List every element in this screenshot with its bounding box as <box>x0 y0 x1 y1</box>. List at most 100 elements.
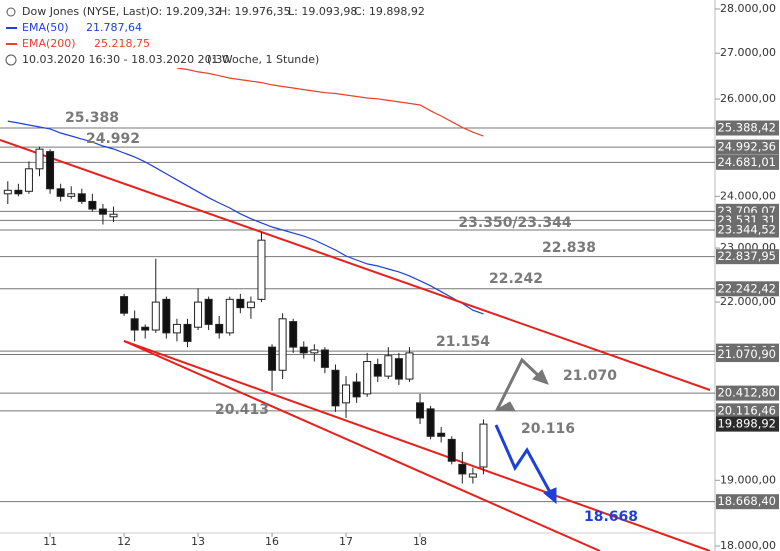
candle-body <box>46 151 55 190</box>
annotation: 21.154 <box>436 334 490 350</box>
candle-body <box>289 321 298 348</box>
x-tick-label: 16 <box>265 535 279 548</box>
annotation: 20.413 <box>215 402 269 418</box>
candle-body <box>426 408 435 437</box>
level-label-box <box>716 249 779 265</box>
level-label-box <box>716 120 779 136</box>
candle-body <box>172 323 181 334</box>
candle-body <box>373 363 382 377</box>
annotation: 20.116 <box>521 421 575 437</box>
candle-body <box>14 189 23 195</box>
legend-value: 25.218,75 <box>94 37 150 50</box>
icon <box>6 7 16 17</box>
level-label: 24.681,01 <box>717 155 776 169</box>
candle-body <box>320 349 329 368</box>
candle-body <box>342 384 351 404</box>
annotation: 24.992 <box>86 131 140 147</box>
candle-body <box>35 148 44 170</box>
candle-body <box>458 463 467 475</box>
x-tick-label: 13 <box>191 535 205 548</box>
level-label: 20.412,80 <box>717 386 776 400</box>
y-tick-label: 18.000,00 <box>720 539 776 551</box>
annotation: 25.388 <box>65 110 119 126</box>
candle-body <box>67 193 76 197</box>
candle-body <box>98 208 107 215</box>
candle-body <box>141 326 150 331</box>
level-label-box <box>716 222 779 238</box>
candle-body <box>363 361 372 395</box>
trend-lines <box>0 139 711 551</box>
candle-body <box>56 188 65 197</box>
last-price-box <box>716 416 779 432</box>
candle-body <box>257 239 266 300</box>
level-label: 24.992,36 <box>717 140 776 154</box>
level-label: 21.070,90 <box>717 347 776 361</box>
annotation: 22.242 <box>489 271 543 287</box>
legend-name: EMA(50) <box>22 21 69 34</box>
trend-line <box>123 340 711 551</box>
arrowhead <box>532 369 549 385</box>
level-label-box <box>716 281 779 297</box>
candle-body <box>204 298 213 325</box>
level-label-box <box>716 385 779 401</box>
candle-body <box>109 213 118 218</box>
candle-body <box>77 193 86 202</box>
last-price-label: 19.898,92 <box>717 417 776 431</box>
y-tick-label: 19.000,00 <box>720 473 776 486</box>
level-label-box <box>716 154 779 170</box>
y-tick-label: 22.000,00 <box>720 295 776 308</box>
candle-body <box>479 423 488 468</box>
legend-box <box>0 0 420 68</box>
x-tick-label: 11 <box>43 535 57 548</box>
level-label-box <box>716 139 779 155</box>
level-label: 25.388,42 <box>717 120 776 134</box>
candle-body <box>162 298 171 334</box>
level-label: 18.668,40 <box>717 494 776 508</box>
candle-body <box>405 352 414 380</box>
annotation: 21.070 <box>563 368 617 384</box>
date-range: 10.03.2020 16:30 - 18.03.2020 20:30 <box>22 53 229 66</box>
candle-body <box>24 168 33 192</box>
candle-body <box>384 355 393 377</box>
candle-body <box>299 346 308 354</box>
candle-body <box>130 318 139 331</box>
candle-body <box>331 369 340 407</box>
level-label: 23.344,52 <box>717 223 776 237</box>
candle-body <box>394 358 403 380</box>
candle-body <box>215 323 224 334</box>
legend-name: EMA(200) <box>22 37 76 50</box>
candle-body <box>88 200 97 210</box>
level-label: 22.242,42 <box>717 281 776 295</box>
candle-body <box>310 349 319 354</box>
y-tick-label: 24.000,00 <box>720 189 776 202</box>
candle-body <box>246 301 255 309</box>
legend-value: 21.787,64 <box>86 21 142 34</box>
annotation: 23.350/23.344 <box>458 215 571 231</box>
arrows <box>494 357 557 505</box>
candle-body <box>120 296 129 314</box>
candle-body <box>194 301 203 328</box>
candle-body <box>183 323 192 342</box>
x-tick-label: 17 <box>339 535 353 548</box>
arrowhead <box>494 401 516 412</box>
x-tick-label: 18 <box>413 535 427 548</box>
y-tick-label: 27.000,00 <box>720 46 776 59</box>
trend-line <box>123 340 601 551</box>
y-tick-label: 26.000,00 <box>720 92 776 105</box>
icon <box>5 54 17 66</box>
x-tick-label: 12 <box>117 535 131 548</box>
candle-body <box>437 432 446 437</box>
ema-line <box>176 67 484 137</box>
candle-body <box>225 298 234 334</box>
legend-title: Dow Jones (NYSE, Last) <box>22 5 150 18</box>
ohlc-label: H: 19.976,35 <box>219 5 290 18</box>
interval: (1 Woche, 1 Stunde) <box>207 53 319 66</box>
annotation: 22.838 <box>542 240 596 256</box>
annotation: 18.668 <box>584 509 638 525</box>
candle-body <box>416 402 425 419</box>
candle-body <box>447 438 456 462</box>
y-tick-label: 28.000,00 <box>720 2 776 15</box>
candle-body <box>468 473 477 478</box>
ohlc-label: L: 19.093,98 <box>288 5 357 18</box>
